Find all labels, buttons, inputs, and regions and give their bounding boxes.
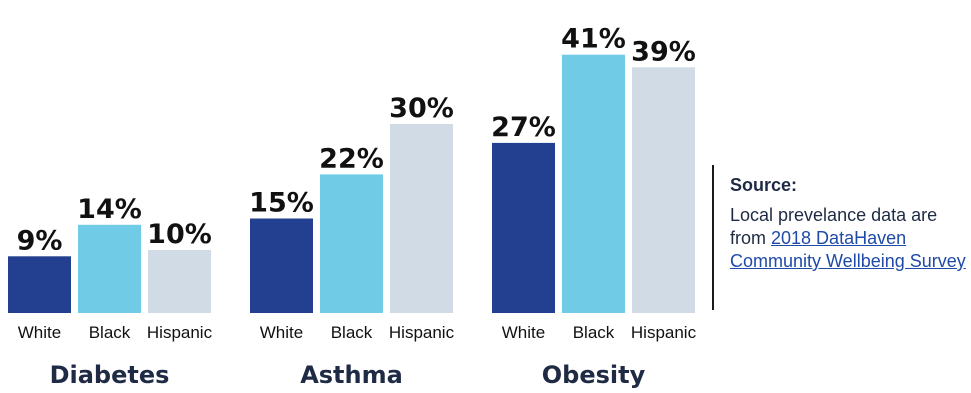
obesity-chart-title: Obesity [542,361,646,389]
obesity-category-label-white: White [502,323,545,342]
diabetes-bar-hispanic [148,250,211,313]
obesity-category-label-hispanic: Hispanic [631,323,697,342]
obesity-category-label-black: Black [573,323,615,342]
source-note: Source: Local prevelance data are from 2… [712,165,971,310]
asthma-bar-black [320,174,383,313]
obesity-bar-black [562,54,625,313]
asthma-value-label-hispanic: 30% [389,93,454,124]
asthma-bar-hispanic [390,124,453,313]
diabetes-value-label-white: 9% [17,225,63,256]
diabetes-chart-title: Diabetes [50,361,170,389]
diabetes-category-label-black: Black [89,323,131,342]
asthma-value-label-white: 15% [249,188,314,219]
diabetes-bar-black [78,224,141,313]
asthma-bar-white [250,218,313,313]
source-title: Source: [730,175,798,195]
asthma-value-label-black: 22% [319,143,384,174]
obesity-bar-hispanic [632,67,695,313]
asthma-category-label-black: Black [331,323,373,342]
obesity-value-label-black: 41% [561,24,626,55]
obesity-value-label-hispanic: 39% [631,36,696,67]
diabetes-category-label-white: White [18,323,61,342]
diabetes-bar-white [8,256,71,313]
asthma-category-label-hispanic: Hispanic [389,323,455,342]
diabetes-value-label-hispanic: 10% [147,219,212,250]
asthma-category-label-white: White [260,323,303,342]
source-link[interactable]: 2018 DataHaven Community Wellbeing Surve… [730,228,966,271]
obesity-value-label-white: 27% [491,112,556,143]
obesity-bar-white [492,142,555,313]
diabetes-category-label-hispanic: Hispanic [147,323,213,342]
source-text: Local prevelance data are from 2018 Data… [730,204,971,273]
source-text-body: Local prevelance data are from [730,205,938,248]
asthma-chart-title: Asthma [300,361,403,389]
diabetes-value-label-black: 14% [77,194,142,225]
